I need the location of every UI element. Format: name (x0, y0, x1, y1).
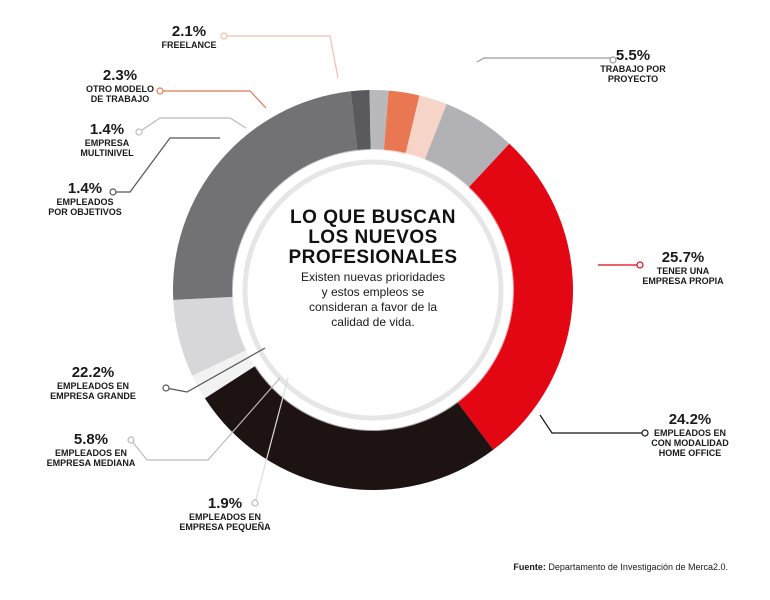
value-label: 2.1% (172, 23, 206, 40)
callout-dot (135, 128, 143, 136)
callout-dot (220, 32, 228, 40)
slice-0 (424, 104, 510, 188)
slice-7 (369, 90, 389, 151)
value-label: 5.8% (74, 431, 108, 448)
category-label: EMPRESA (85, 138, 130, 148)
category-label: POR OBJETIVOS (48, 207, 122, 217)
callout-dot (251, 499, 259, 507)
callout-line (165, 347, 266, 393)
value-label: 25.7% (662, 249, 705, 266)
value-label: 5.5% (616, 47, 650, 64)
slice-2 (204, 365, 494, 491)
category-label: HOME OFFICE (659, 448, 722, 458)
source-note: Fuente: Departamento de Investigación de… (513, 562, 728, 572)
callout-dot (162, 384, 170, 392)
slice-5 (173, 91, 358, 300)
category-label: FREELANCE (161, 40, 216, 50)
callout-dot (641, 429, 649, 437)
category-label: EMPRESA PROPIA (642, 276, 724, 286)
source-text: Departamento de Investigación de Merca2.… (545, 562, 728, 572)
source-prefix: Fuente: (513, 562, 546, 572)
value-label: 2.3% (103, 67, 137, 84)
slices-group (173, 90, 574, 491)
center-text: LO QUE BUSCAN LOS NUEVOS PROFESIONALES Exi… (268, 208, 478, 330)
value-label: 22.2% (72, 364, 115, 381)
category-label: PROYECTO (608, 74, 658, 84)
callout-dot (636, 261, 644, 269)
callout-line (539, 414, 645, 434)
category-label: DE TRABAJO (91, 94, 150, 104)
chart-subtitle: Existen nuevas prioridades y estos empleo… (300, 270, 446, 329)
callout-dot (109, 188, 117, 196)
category-label: EMPRESA MEDIANA (47, 458, 136, 468)
callout-line (160, 90, 267, 109)
callout-line (476, 57, 613, 63)
donut-hole (242, 159, 504, 421)
slice-6 (350, 90, 371, 151)
value-label: 1.4% (68, 180, 102, 197)
callout-line (113, 137, 220, 193)
callout-line (138, 117, 247, 133)
callout-dot (156, 87, 164, 95)
value-label: 1.9% (208, 495, 242, 512)
category-label: OTRO MODELO (86, 84, 154, 94)
category-label: EMPRESA GRANDE (50, 391, 136, 401)
category-label: EMPRESA PEQUEÑA (179, 522, 271, 532)
category-label: EMPLEADOS EN (189, 512, 261, 522)
callout-line (130, 377, 281, 461)
inner-ring (242, 159, 504, 421)
category-label: EMPLEADOS (56, 197, 113, 207)
callout-line (224, 35, 339, 79)
chart-title: LO QUE BUSCAN LOS NUEVOS PROFESIONALES (288, 207, 458, 268)
value-label: 24.2% (669, 411, 712, 428)
category-label: TENER UNA (657, 266, 710, 276)
category-label: EMPLEADOS EN (55, 448, 127, 458)
callout-line (254, 377, 289, 504)
inner-ring-highlight (232, 149, 514, 431)
callout-dot (127, 436, 135, 444)
category-label: EMPLEADOS EN (57, 381, 129, 391)
slice-8 (383, 90, 420, 154)
category-label: MULTINIVEL (80, 148, 134, 158)
slice-9 (405, 95, 447, 160)
callout-dot (609, 56, 617, 64)
category-label: CON MODALIDAD (651, 438, 729, 448)
callout-9: 2.1%FREELANCE (161, 23, 339, 79)
slice-4 (173, 296, 247, 376)
category-label: TRABAJO POR (600, 64, 666, 74)
value-label: 1.4% (90, 121, 124, 138)
category-label: EMPLEADOS EN (654, 428, 726, 438)
